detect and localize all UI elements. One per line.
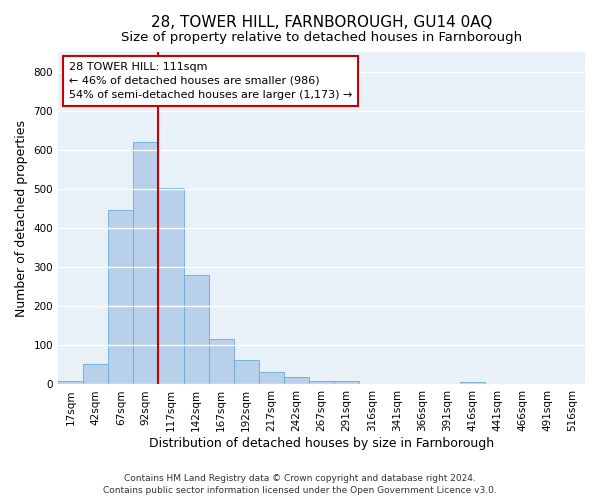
Bar (460, 382, 485, 384)
Bar (259, 372, 284, 384)
Y-axis label: Number of detached properties: Number of detached properties (15, 120, 28, 316)
Text: Size of property relative to detached houses in Farnborough: Size of property relative to detached ho… (121, 30, 522, 44)
Bar (184, 275, 209, 384)
Bar (209, 338, 233, 384)
Bar (83, 364, 108, 384)
Bar (334, 382, 359, 384)
Bar (233, 360, 259, 384)
Bar (133, 142, 158, 384)
Bar (284, 378, 309, 384)
Bar (58, 380, 83, 384)
Bar (309, 382, 334, 384)
Title: 28, TOWER HILL, FARNBOROUGH, GU14 0AQ: 28, TOWER HILL, FARNBOROUGH, GU14 0AQ (151, 15, 492, 30)
Text: Contains HM Land Registry data © Crown copyright and database right 2024.
Contai: Contains HM Land Registry data © Crown c… (103, 474, 497, 495)
Text: 28 TOWER HILL: 111sqm
← 46% of detached houses are smaller (986)
54% of semi-det: 28 TOWER HILL: 111sqm ← 46% of detached … (68, 62, 352, 100)
Bar (108, 210, 133, 384)
X-axis label: Distribution of detached houses by size in Farnborough: Distribution of detached houses by size … (149, 437, 494, 450)
Bar (158, 188, 184, 384)
